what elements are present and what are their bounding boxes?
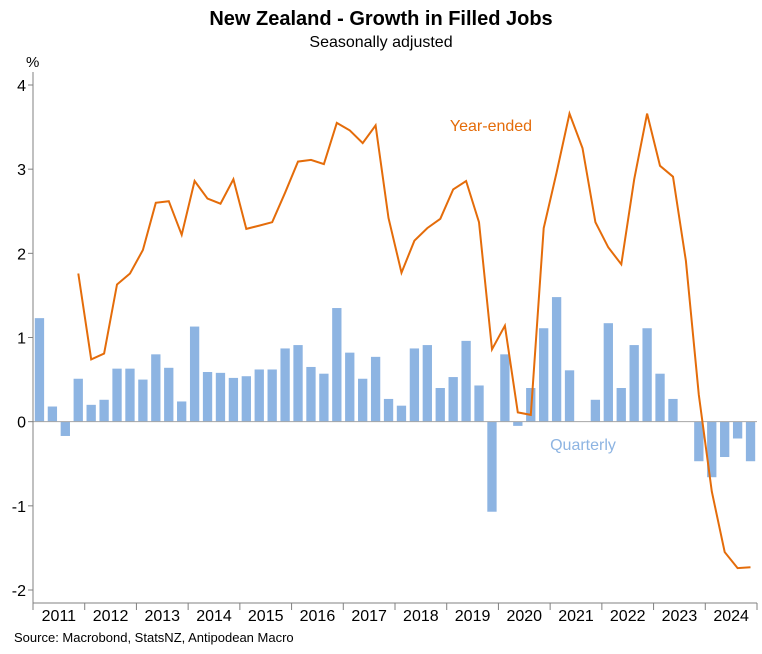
quarterly-bar (112, 368, 122, 422)
quarterly-bar (47, 406, 58, 422)
x-tick-label: 2013 (144, 608, 180, 625)
x-tick-label: 2018 (403, 608, 439, 625)
source-note: Source: Macrobond, StatsNZ, Antipodean M… (14, 630, 294, 645)
quarterly-bar (551, 297, 562, 422)
x-tick-label: 2011 (42, 608, 77, 625)
quarterly-bar (603, 323, 613, 422)
quarterly-bar (694, 421, 704, 462)
quarterly-bar (513, 421, 523, 426)
x-tick-label: 2023 (662, 608, 698, 625)
quarterly-bar (254, 369, 264, 422)
quarterly-bar (616, 388, 626, 422)
x-tick-label: 2022 (610, 608, 646, 625)
y-tick-label: 0 (17, 415, 26, 432)
quarterly-bar (500, 354, 510, 422)
year-ended-line (77, 110, 751, 570)
quarterly-bar (745, 421, 756, 462)
quarterly-bar (655, 373, 665, 422)
y-tick-label: -2 (12, 583, 26, 600)
quarterly-bar (86, 404, 96, 422)
quarterly-bar (474, 385, 484, 422)
quarterly-bar (125, 368, 135, 422)
quarterly-bar (280, 348, 290, 422)
quarterly-bar (564, 370, 575, 422)
chart-title: New Zealand - Growth in Filled Jobs (209, 8, 553, 30)
quarterly-bar (99, 399, 109, 422)
x-tick-label: 2020 (506, 608, 542, 625)
quarterly-bar (668, 398, 678, 422)
quarterly-bar (487, 421, 497, 512)
quarterly-bar (370, 356, 381, 422)
y-tick-label: -1 (12, 499, 26, 516)
quarterly-bars (34, 297, 756, 512)
quarterly-bar (720, 421, 730, 458)
quarterly-bar (435, 388, 445, 422)
quarterly-bar (60, 421, 70, 436)
quarterly-bar (293, 345, 303, 422)
year-ended-annotation: Year-ended (450, 118, 532, 135)
y-axis-ticks: -2 -1 0 1 2 3 4 (12, 78, 33, 600)
quarterly-bar (228, 377, 239, 422)
y-tick-label: 2 (17, 246, 26, 263)
quarterly-bar (345, 352, 355, 422)
x-tick-label: 2024 (713, 608, 749, 625)
quarterly-bar (319, 373, 329, 422)
x-tick-label: 2019 (455, 608, 491, 625)
y-tick-label: 1 (17, 331, 26, 348)
x-tick-label: 2017 (351, 608, 387, 625)
quarterly-bar (539, 328, 549, 422)
chart-subtitle: Seasonally adjusted (309, 34, 453, 51)
quarterly-bar (164, 367, 174, 422)
quarterly-bar (202, 372, 213, 422)
quarterly-bar (707, 421, 717, 478)
quarterly-bar (241, 376, 251, 422)
y-axis-unit-label: % (26, 54, 40, 71)
quarterly-bar (590, 399, 601, 422)
quarterly-bar (189, 326, 200, 422)
quarterly-bar (138, 379, 148, 422)
quarterly-bar (34, 318, 45, 422)
quarterly-bar (306, 366, 316, 422)
quarterly-bar (383, 398, 394, 422)
quarterly-bar (358, 378, 368, 422)
quarterly-bar (422, 345, 432, 422)
x-tick-label: 2021 (558, 608, 594, 625)
quarterly-bar (409, 348, 420, 422)
x-tick-label: 2012 (93, 608, 129, 625)
quarterly-bar (267, 369, 277, 422)
quarterly-annotation: Quarterly (550, 437, 616, 454)
quarterly-bar (732, 421, 743, 439)
quarterly-bar (73, 378, 83, 422)
quarterly-bar (448, 377, 458, 422)
quarterly-bar (215, 372, 226, 422)
x-tick-label: 2015 (248, 608, 284, 625)
quarterly-bar (461, 340, 471, 422)
x-axis-ticks: 2011 2012 2013 2014 2015 2016 2017 2018 2019 2020… (32, 603, 758, 625)
x-tick-label: 2016 (300, 608, 336, 625)
quarterly-bar (177, 401, 187, 422)
quarterly-bar (151, 354, 161, 422)
quarterly-bar (396, 405, 407, 422)
quarterly-bar (642, 328, 652, 422)
quarterly-bar (629, 345, 639, 422)
quarterly-bar (332, 308, 342, 422)
y-tick-label: 3 (17, 162, 26, 179)
x-tick-label: 2014 (196, 608, 232, 625)
y-tick-label: 4 (17, 78, 26, 95)
